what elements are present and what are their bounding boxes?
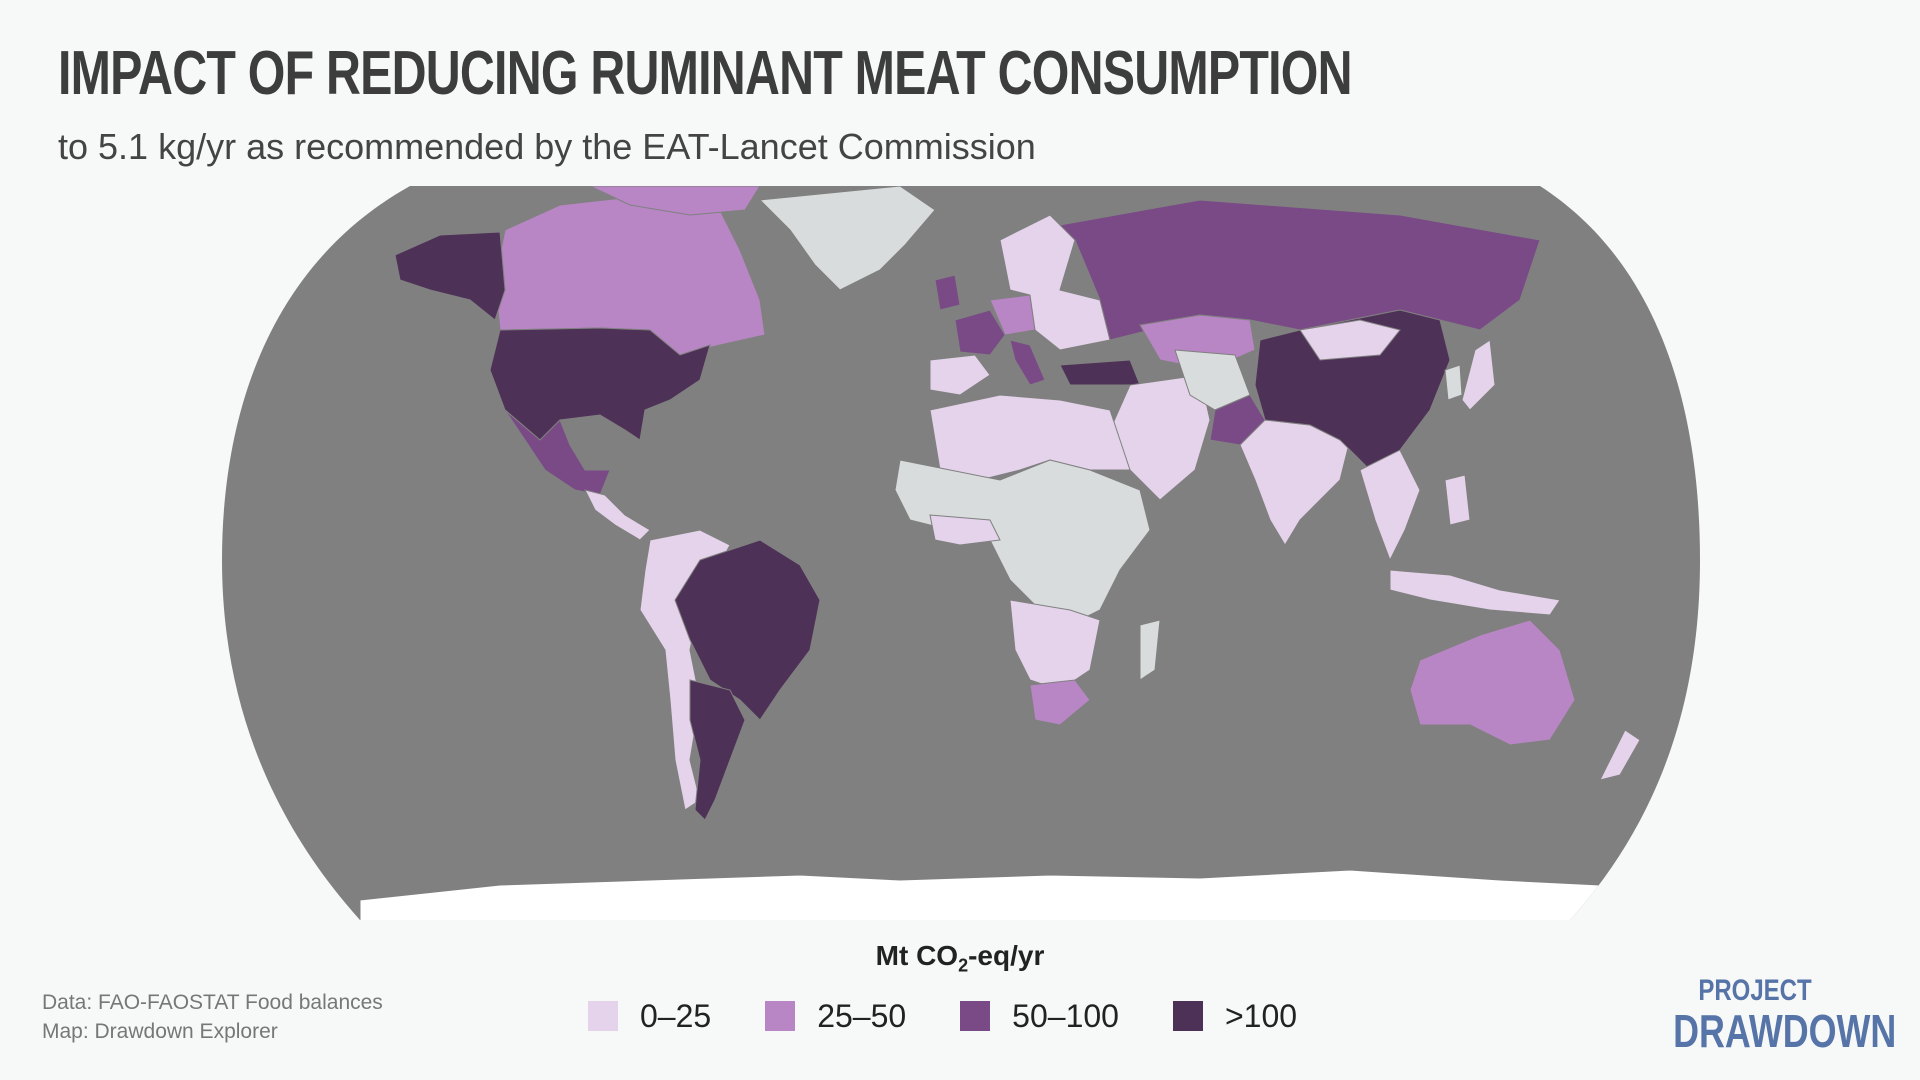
region-japan (1461, 339, 1496, 411)
region-mongolia (1299, 319, 1401, 361)
legend-swatch-0-25 (588, 1001, 618, 1031)
legend-label-0-25: 0–25 (640, 997, 712, 1034)
legend-item-0-25: 0–25 (588, 998, 711, 1035)
map-title: IMPACT OF REDUCING RUMINANT MEAT CONSUMP… (58, 39, 1352, 108)
region-argentina (689, 679, 746, 821)
legend-label-over-100: >100 (1224, 997, 1298, 1034)
logo-line-2: DRAWDOWN (1673, 1005, 1897, 1057)
legend-swatch-50-100 (960, 1001, 991, 1031)
region-china (1254, 309, 1451, 471)
legend-title-tail: -eq/yr (968, 940, 1045, 971)
region-southeast-asia (1359, 449, 1421, 562)
region-west-africa (929, 514, 1001, 546)
region-uk (934, 274, 961, 311)
legend: 0–25 25–50 50–100 >100 (588, 998, 1351, 1034)
region-turkey (1059, 359, 1141, 386)
legend-label-50-100: 50–100 (1012, 997, 1119, 1034)
region-arctic-islands (589, 186, 761, 216)
map-subtitle: to 5.1 kg/yr as recommended by the EAT-L… (58, 126, 1036, 167)
region-korea (1444, 364, 1463, 401)
region-south-africa (1029, 679, 1091, 726)
region-spain (929, 354, 991, 396)
credit-map-source: Map: Drawdown Explorer (42, 1020, 278, 1043)
legend-item-over-100: >100 (1172, 997, 1298, 1035)
legend-item-50-100: 50–100 (960, 998, 1119, 1035)
legend-label-25-50: 25–50 (817, 997, 907, 1034)
region-new-zealand (1599, 729, 1641, 781)
region-alaska (394, 231, 506, 321)
credit-data-source: Data: FAO-FAOSTAT Food balances (42, 991, 383, 1014)
region-central-america (584, 489, 651, 541)
credits: Data: FAO-FAOSTAT Food balances Map: Dra… (42, 988, 383, 1046)
logo-line-1: PROJECT (1698, 974, 1812, 1007)
region-antarctica (359, 869, 1601, 920)
legend-swatch-25-50 (765, 1001, 796, 1031)
legend-title: Mt CO2-eq/yr (0, 940, 1920, 977)
region-madagascar (1139, 619, 1161, 681)
region-australia (1409, 619, 1576, 746)
region-france (954, 309, 1006, 356)
region-greenland (758, 186, 936, 291)
region-indonesia (1389, 569, 1561, 616)
region-brazil (674, 539, 821, 721)
region-mexico (504, 409, 611, 496)
legend-title-sub: 2 (958, 955, 969, 976)
legend-title-main: Mt CO (875, 940, 959, 971)
legend-item-25-50: 25–50 (765, 998, 906, 1035)
region-philippines (1444, 474, 1471, 526)
region-italy (1009, 339, 1046, 386)
legend-swatch-over-100 (1172, 1001, 1203, 1031)
project-drawdown-logo: PROJECT DRAWDOWN (1650, 974, 1897, 1057)
